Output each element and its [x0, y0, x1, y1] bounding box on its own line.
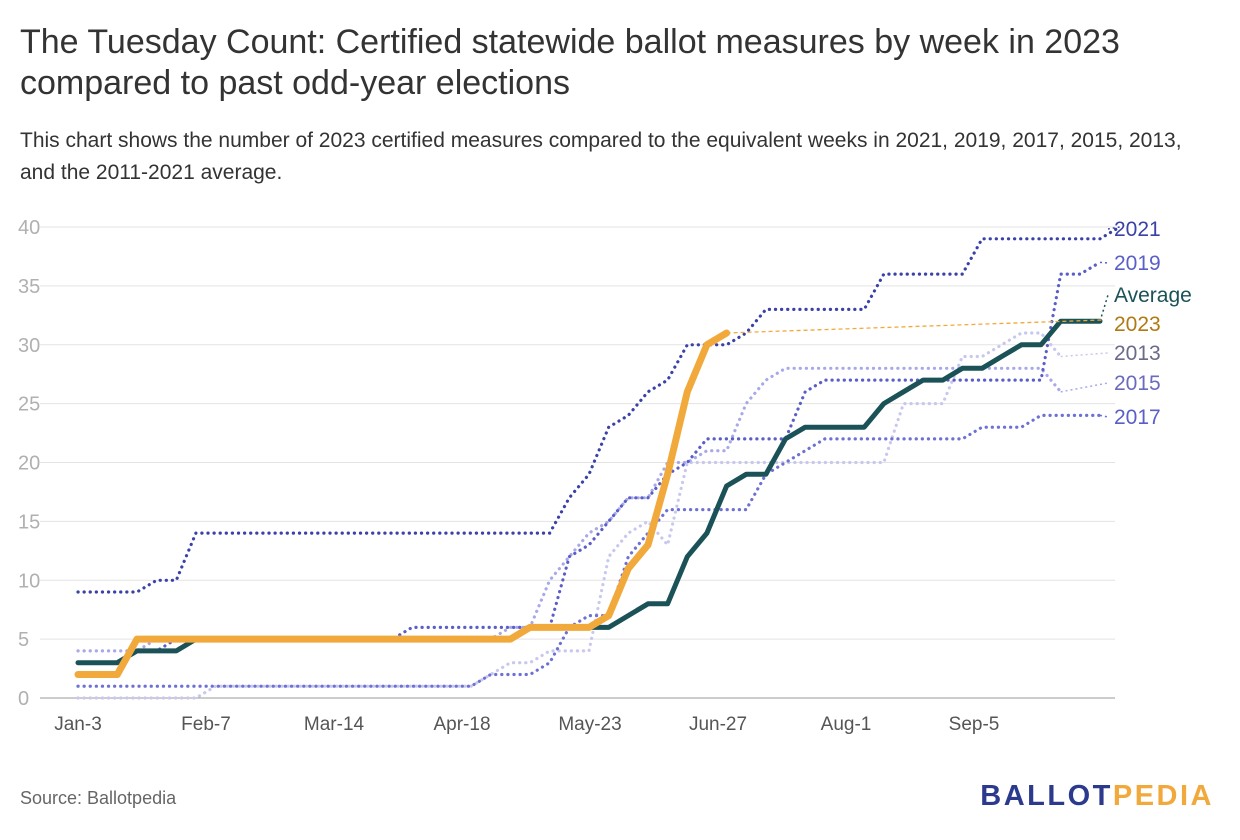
series-line-average: [75, 318, 1103, 666]
series-connector-average: [1099, 294, 1109, 322]
x-tick-label-7: Sep-5: [949, 714, 1000, 735]
ballotpedia-logo: BALLOTPEDIA: [980, 780, 1214, 813]
logo-part2: PEDIA: [1112, 780, 1214, 812]
y-tick-label-5: 5: [18, 629, 29, 651]
series-line-2017: [76, 413, 1102, 688]
y-tick-label-20: 20: [18, 453, 40, 475]
logo-part1: BALLOT: [980, 780, 1113, 812]
y-tick-label-10: 10: [18, 570, 40, 592]
x-tick-label-6: Aug-1: [821, 714, 872, 735]
series-line-2015: [76, 366, 1063, 653]
y-tick-label-25: 25: [18, 394, 40, 416]
y-tick-label-35: 35: [18, 276, 40, 298]
x-tick-label-2: Mar-14: [304, 714, 365, 735]
x-tick-label-4: May-23: [558, 714, 621, 735]
chart-subtitle: This chart shows the number of 2023 cert…: [20, 129, 1182, 184]
y-tick-label-40: 40: [18, 217, 40, 239]
series-connector-2013: [1060, 352, 1109, 358]
series-line-2023: [74, 329, 731, 678]
series-label-2013: 2013: [1114, 342, 1161, 365]
series-label-2017: 2017: [1114, 406, 1161, 429]
series-connector-2023: [726, 319, 1103, 334]
x-tick-label-5: Jun-27: [689, 714, 747, 735]
series-label-2021: 2021: [1114, 218, 1161, 241]
source-note: Source: Ballotpedia: [20, 788, 177, 808]
series-label-average: Average: [1114, 284, 1192, 307]
series-line-2021: [76, 225, 1122, 594]
series-connector-2017: [1099, 414, 1109, 418]
series-label-2019: 2019: [1114, 252, 1161, 275]
series-label-2015: 2015: [1114, 372, 1161, 395]
series-connector-2019: [1099, 261, 1109, 264]
y-tick-label-0: 0: [18, 688, 29, 710]
series-connector-2015: [1060, 382, 1109, 393]
chart-title: The Tuesday Count: Certified statewide b…: [20, 23, 1120, 102]
x-tick-label-0: Jan-3: [54, 714, 102, 735]
y-tick-label-30: 30: [18, 335, 40, 357]
series-connector-2021: [1107, 226, 1120, 230]
x-tick-label-3: Apr-18: [433, 714, 490, 735]
y-tick-label-15: 15: [18, 511, 40, 533]
x-tick-label-1: Feb-7: [181, 714, 231, 735]
series-label-2023: 2023: [1114, 313, 1161, 336]
